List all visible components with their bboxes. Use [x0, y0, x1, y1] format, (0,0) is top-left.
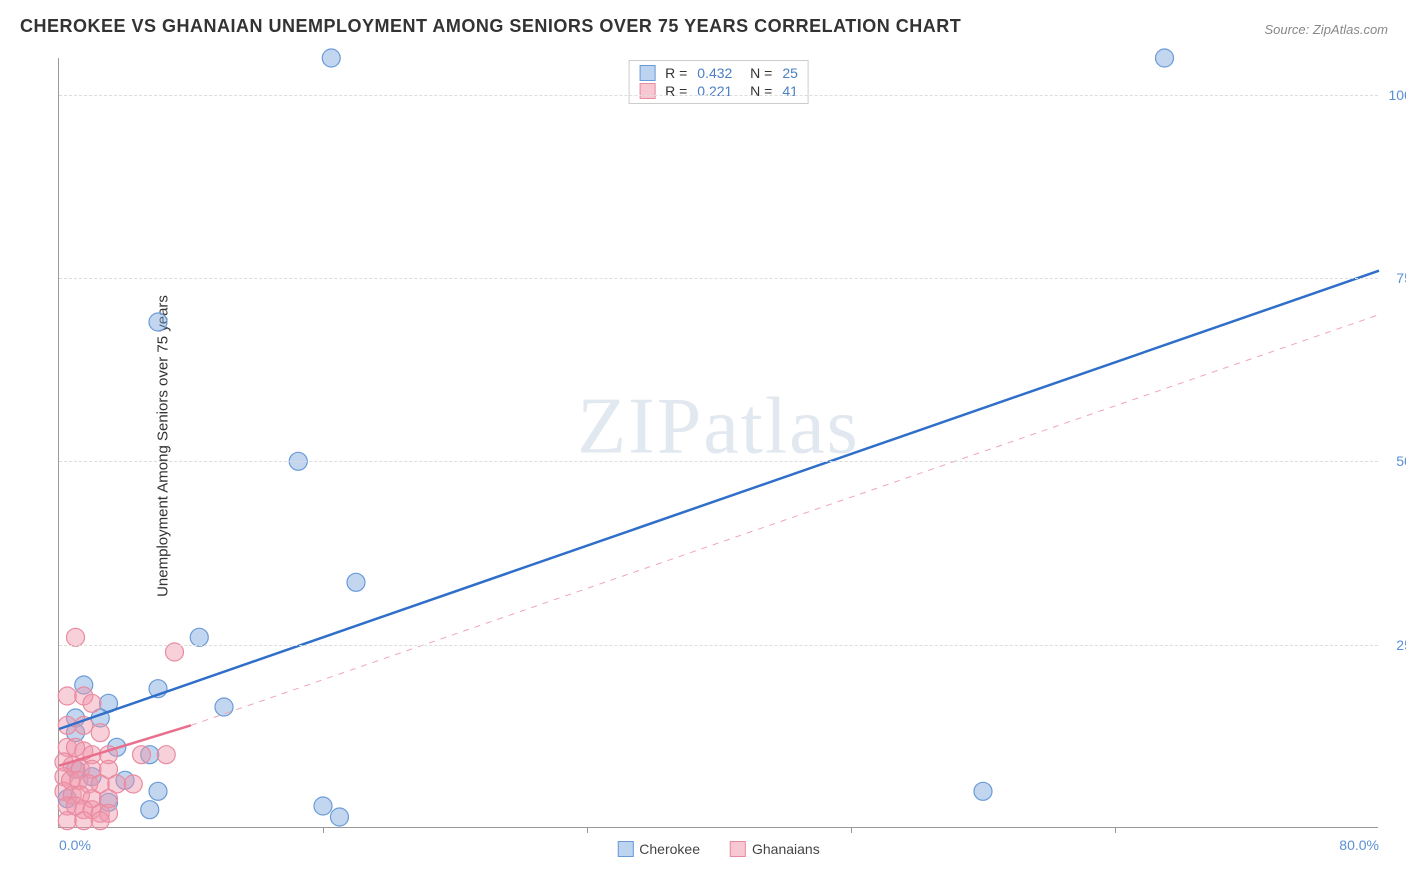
scatter-point [58, 687, 76, 705]
scatter-point [331, 808, 349, 826]
legend-r-value: 0.432 [697, 65, 732, 81]
trend-line [59, 271, 1379, 729]
ytick-label: 25.0% [1382, 637, 1406, 653]
gridline-h [59, 461, 1378, 462]
scatter-point [83, 694, 101, 712]
legend-row: R = 0.432 N = 25 [639, 65, 798, 81]
ytick-label: 50.0% [1382, 453, 1406, 469]
scatter-point [75, 812, 93, 830]
scatter-point [157, 746, 175, 764]
scatter-point [124, 775, 142, 793]
scatter-point [314, 797, 332, 815]
legend-r-label: R = [665, 83, 687, 99]
scatter-point [141, 801, 159, 819]
scatter-point [91, 724, 109, 742]
legend-swatch [639, 83, 655, 99]
scatter-point [1156, 49, 1174, 67]
legend-r-label: R = [665, 65, 687, 81]
legend-series: Cherokee Ghanaians [617, 841, 819, 857]
plot-svg [59, 58, 1378, 827]
legend-label: Cherokee [639, 841, 700, 857]
scatter-point [58, 812, 76, 830]
legend-correlation: R = 0.432 N = 25R = 0.221 N = 41 [628, 60, 809, 104]
scatter-point [91, 812, 109, 830]
trend-line [191, 315, 1379, 726]
legend-n-label: N = [742, 83, 772, 99]
legend-r-value: 0.221 [697, 83, 732, 99]
scatter-point [149, 782, 167, 800]
gridline-h [59, 95, 1378, 96]
source-label: Source: ZipAtlas.com [1264, 22, 1388, 37]
legend-item: Cherokee [617, 841, 700, 857]
xtick-mark [587, 827, 588, 833]
scatter-point [347, 573, 365, 591]
chart-container: CHEROKEE VS GHANAIAN UNEMPLOYMENT AMONG … [0, 0, 1406, 892]
legend-n-value: 25 [782, 65, 798, 81]
legend-swatch [617, 841, 633, 857]
xtick-mark [323, 827, 324, 833]
ytick-label: 100.0% [1382, 87, 1406, 103]
legend-swatch [639, 65, 655, 81]
scatter-point [166, 643, 184, 661]
scatter-point [190, 628, 208, 646]
legend-swatch [730, 841, 746, 857]
scatter-point [133, 746, 151, 764]
ytick-label: 75.0% [1382, 270, 1406, 286]
scatter-point [67, 628, 85, 646]
legend-row: R = 0.221 N = 41 [639, 83, 798, 99]
xtick-label: 80.0% [1339, 837, 1379, 853]
legend-n-value: 41 [782, 83, 798, 99]
scatter-point [974, 782, 992, 800]
xtick-mark [851, 827, 852, 833]
xtick-mark [1115, 827, 1116, 833]
legend-label: Ghanaians [752, 841, 820, 857]
scatter-point [149, 313, 167, 331]
xtick-label: 0.0% [59, 837, 91, 853]
scatter-point [215, 698, 233, 716]
scatter-point [322, 49, 340, 67]
plot-area: ZIPatlas R = 0.432 N = 25R = 0.221 N = 4… [58, 58, 1378, 828]
gridline-h [59, 278, 1378, 279]
legend-n-label: N = [742, 65, 772, 81]
gridline-h [59, 645, 1378, 646]
legend-item: Ghanaians [730, 841, 820, 857]
chart-title: CHEROKEE VS GHANAIAN UNEMPLOYMENT AMONG … [20, 16, 961, 37]
